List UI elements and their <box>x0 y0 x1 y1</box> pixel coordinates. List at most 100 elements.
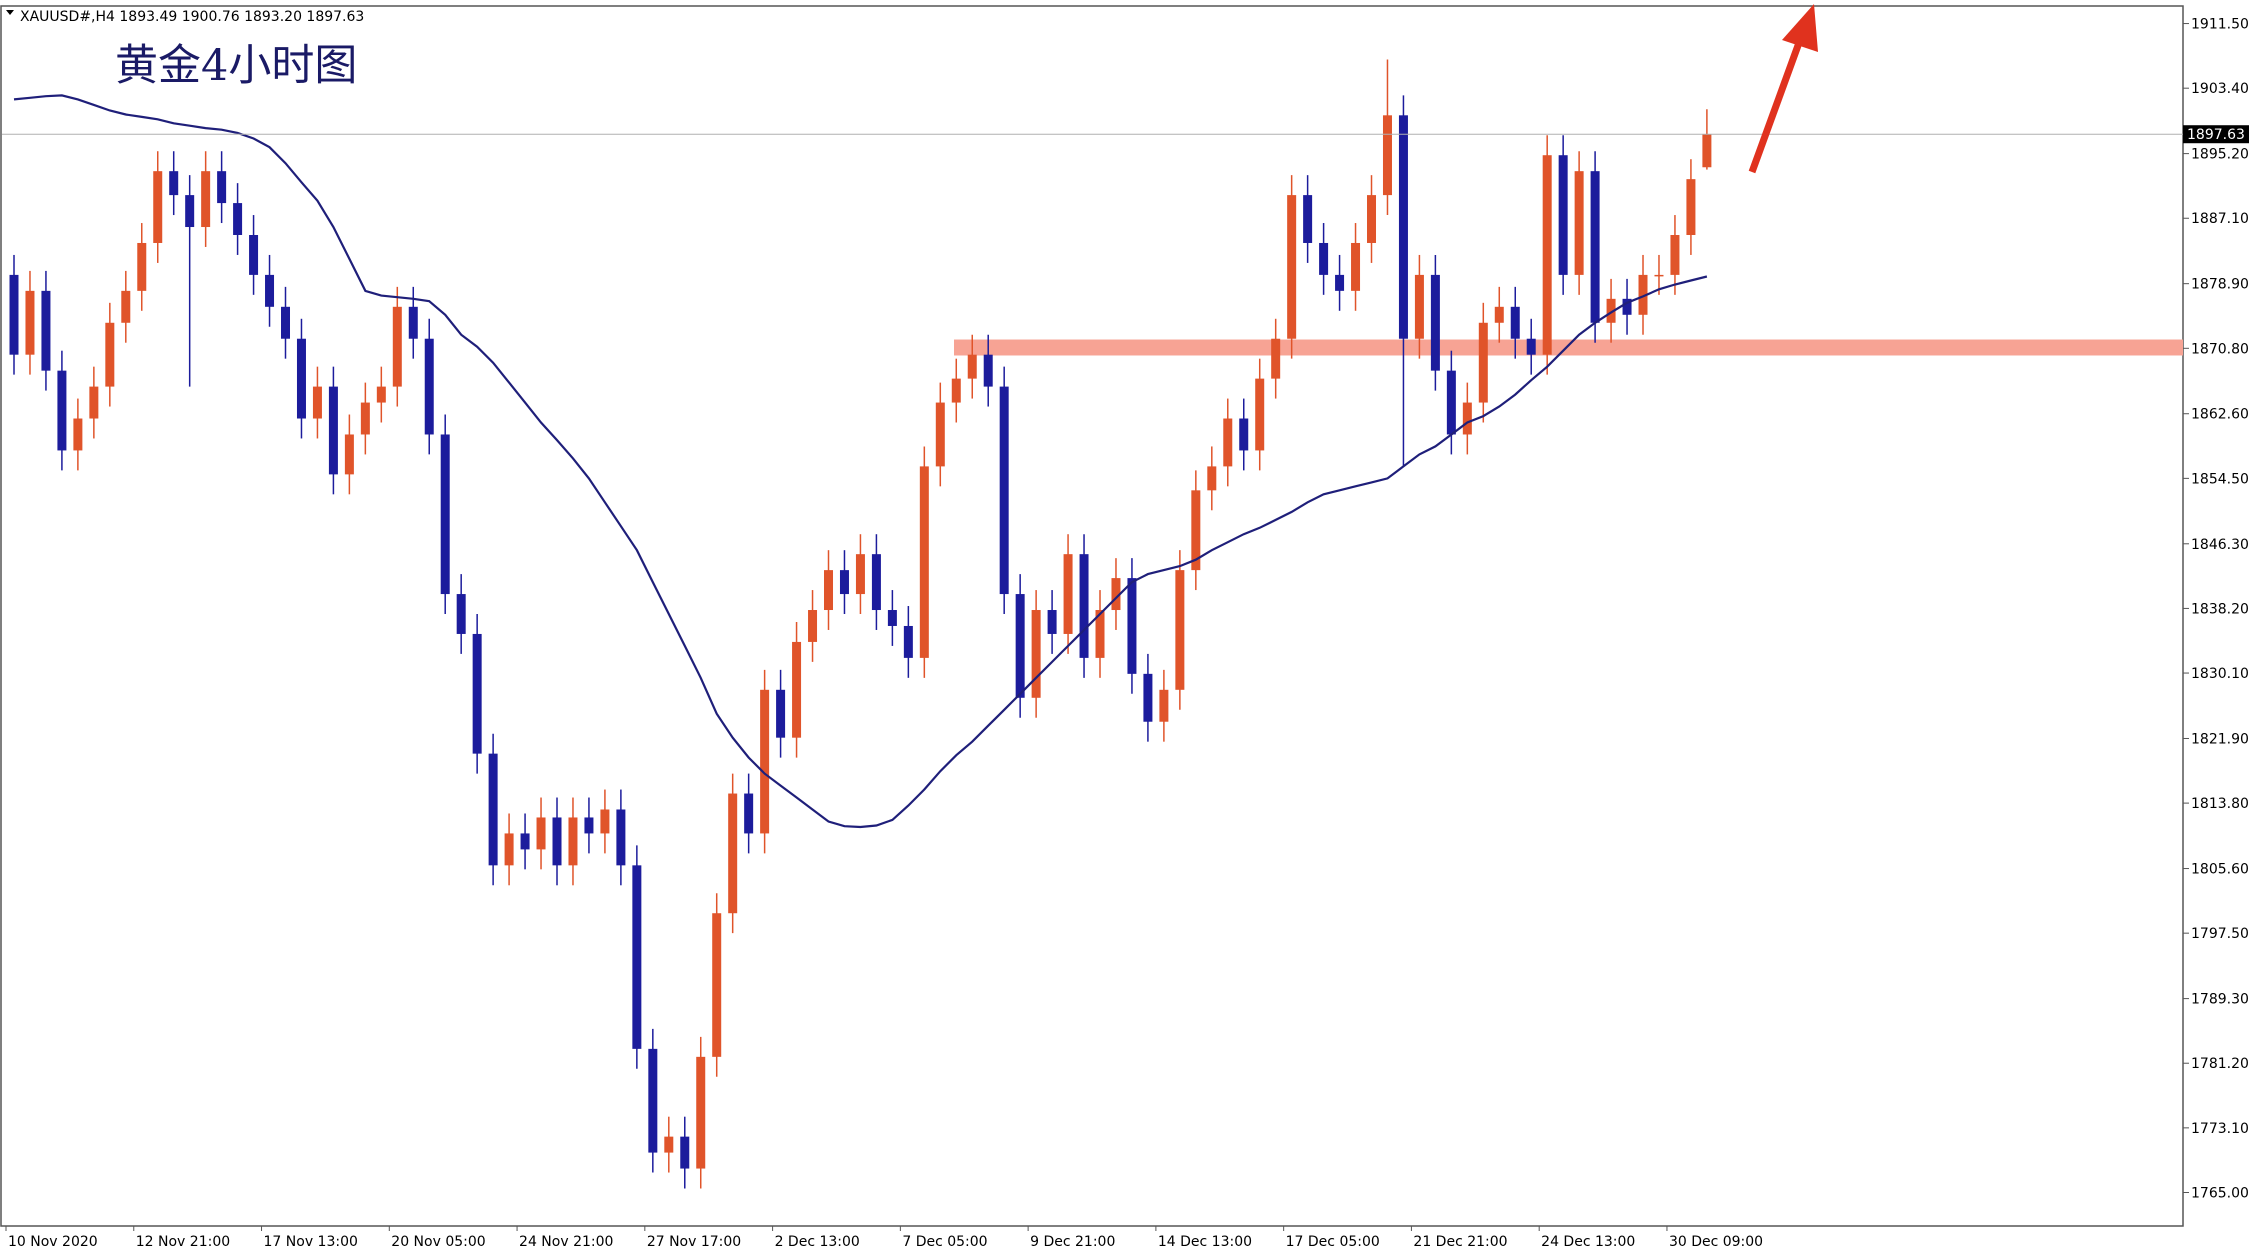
x-tick-label: 21 Dec 21:00 <box>1413 1234 1507 1250</box>
candle-body <box>552 817 562 866</box>
candle-body <box>1510 306 1520 339</box>
candle-body <box>999 386 1009 595</box>
candle-body <box>680 1136 690 1169</box>
candle-body <box>1143 673 1153 722</box>
candle-body <box>951 378 961 403</box>
y-tick-label: 1854.50 <box>2191 471 2249 487</box>
candle-body <box>1127 578 1137 674</box>
candle-body <box>424 338 434 435</box>
y-tick-label: 1870.80 <box>2191 341 2249 357</box>
candle-body <box>1015 594 1025 698</box>
candle-body <box>9 274 19 355</box>
candle-body <box>919 466 929 658</box>
header: XAUUSD#,H4 1893.49 1900.76 1893.20 1897.… <box>20 9 364 25</box>
x-tick-label: 30 Dec 09:00 <box>1669 1234 1763 1250</box>
candle-body <box>1478 322 1488 403</box>
candle-body <box>824 570 834 611</box>
candle-body <box>584 817 594 834</box>
candle-body <box>792 641 802 738</box>
candle-body <box>1063 554 1073 634</box>
candle-body <box>105 322 115 387</box>
candle-body <box>983 354 993 387</box>
x-tick-label: 2 Dec 13:00 <box>775 1234 860 1250</box>
candle-body <box>887 610 897 626</box>
y-tick-label: 1838.20 <box>2191 601 2249 617</box>
candle-body <box>73 418 83 451</box>
candle-body <box>1031 610 1041 698</box>
candle-body <box>1446 370 1456 435</box>
candle-body <box>265 274 275 307</box>
candle-body <box>1526 338 1536 355</box>
candle-body <box>1367 195 1377 243</box>
y-tick-label: 1878.90 <box>2191 277 2249 293</box>
candle-body <box>201 171 211 228</box>
candle-body <box>1223 418 1233 467</box>
candle-body <box>1702 134 1712 168</box>
x-tick-label: 10 Nov 2020 <box>8 1234 98 1250</box>
candle-body <box>1287 195 1297 339</box>
candle-body <box>1095 610 1105 658</box>
candle-body <box>1207 466 1217 491</box>
candle-body <box>1670 234 1680 275</box>
candle-body <box>121 290 131 323</box>
candle-body <box>1319 242 1329 275</box>
candle-body <box>249 234 259 275</box>
candle-body <box>871 554 881 611</box>
chart-title: 黄金4小时图 <box>115 41 357 91</box>
candle-body <box>712 913 722 1057</box>
candle-body <box>41 290 51 371</box>
y-tick-label: 1805.60 <box>2191 862 2249 878</box>
candle-body <box>1335 274 1345 291</box>
candle-body <box>1654 274 1664 277</box>
candle-body <box>1622 298 1632 315</box>
candle-body <box>1542 155 1552 355</box>
candle-body <box>1414 274 1424 339</box>
candle-body <box>1398 115 1408 339</box>
x-tick-label: 12 Nov 21:00 <box>136 1234 230 1250</box>
x-tick-label: 24 Dec 13:00 <box>1541 1234 1635 1250</box>
candle-body <box>1351 242 1361 291</box>
candle-body <box>1255 378 1265 451</box>
y-tick-label: 1789.30 <box>2191 992 2249 1008</box>
candle-body <box>169 171 179 196</box>
candle-body <box>1686 179 1696 235</box>
plot-layer: 1765.00 1773.10 1781.20 1789.30 1797.50 1805.… <box>2 17 2249 1250</box>
candle-body <box>89 386 99 419</box>
y-tick-label: 1781.20 <box>2191 1056 2249 1072</box>
candle-body <box>760 689 770 834</box>
candle-body <box>1590 171 1600 323</box>
y-tick-label: 1797.50 <box>2191 926 2249 942</box>
candle-body <box>360 402 370 435</box>
candle-body <box>1111 578 1121 611</box>
candle-body <box>1239 418 1249 451</box>
x-tick-label: 14 Dec 13:00 <box>1158 1234 1252 1250</box>
x-tick-label: 17 Nov 13:00 <box>264 1234 358 1250</box>
candle-body <box>1382 115 1392 196</box>
candle-body <box>1271 338 1281 379</box>
candle-body <box>1159 689 1169 722</box>
price-label-box <box>2183 125 2249 144</box>
candle-body <box>1079 554 1089 658</box>
candle-body <box>1430 274 1440 371</box>
candle-body <box>233 203 243 235</box>
candle-body <box>616 809 626 866</box>
candle-body <box>1574 171 1584 275</box>
candle-body <box>808 610 818 642</box>
candle-body <box>57 370 67 451</box>
candle-body <box>744 793 754 834</box>
x-tick-label: 27 Nov 17:00 <box>647 1234 741 1250</box>
x-tick-label: 24 Nov 21:00 <box>519 1234 613 1250</box>
candle-body <box>728 793 738 914</box>
y-tick-label: 1887.10 <box>2191 211 2249 227</box>
arrow-shaft <box>1748 38 1804 174</box>
candle-body <box>281 306 291 339</box>
x-tick-label: 9 Dec 21:00 <box>1030 1234 1115 1250</box>
candle-body <box>488 753 498 866</box>
candle-body <box>25 290 35 355</box>
candle-body <box>440 434 450 595</box>
candle-body <box>903 625 913 658</box>
plot-frame <box>0 5 2184 1227</box>
candle-body <box>648 1048 658 1153</box>
price-label: 1897.63 <box>2187 127 2245 143</box>
candle-body <box>344 434 354 475</box>
